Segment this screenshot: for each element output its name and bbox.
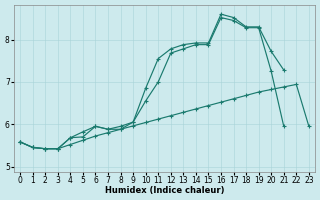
X-axis label: Humidex (Indice chaleur): Humidex (Indice chaleur) — [105, 186, 224, 195]
